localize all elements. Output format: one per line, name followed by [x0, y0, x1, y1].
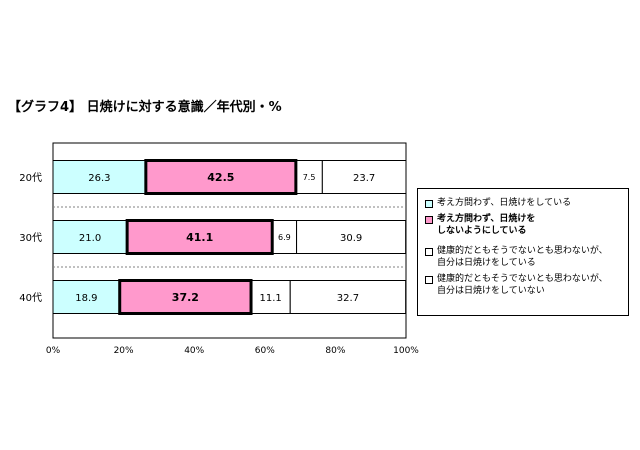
- legend-swatch-series-2: [425, 216, 433, 224]
- bar-segment-highlight: [118, 279, 253, 315]
- x-tick-label: 100%: [393, 346, 419, 356]
- bar-segment: [250, 280, 291, 314]
- data-label: 23.7: [353, 173, 375, 184]
- legend-swatch-series-1: [425, 200, 433, 208]
- legend-item-series-1: 考え方問わず、日焼けをしている: [425, 197, 622, 209]
- data-label: 26.3: [88, 173, 110, 184]
- chart-title: 【グラフ4】 日焼けに対する意識／年代別・%: [8, 100, 282, 115]
- bar-segment: [52, 220, 128, 254]
- x-tick-label: 60%: [255, 346, 275, 356]
- legend-item-series-4: 健康的だともそうでないとも思わないが、 自分は日焼けをしていない: [425, 273, 622, 297]
- data-label: 18.9: [75, 293, 97, 304]
- legend-item-series-3: 健康的だともそうでないとも思わないが、 自分は日焼けをしている: [425, 245, 622, 269]
- legend-label-series-3: 健康的だともそうでないとも思わないが、 自分は日焼けをしている: [437, 246, 608, 268]
- data-label: 6.9: [278, 233, 291, 242]
- legend-swatch-series-4: [425, 276, 433, 284]
- legend-item-series-2: 考え方問わず、日焼けを しないようにしている: [425, 213, 622, 237]
- category-label: 30代: [19, 232, 42, 244]
- bar-segment: [289, 280, 407, 314]
- legend-label-series-4: 健康的だともそうでないとも思わないが、 自分は日焼けをしていない: [437, 274, 608, 296]
- data-label: 41.1: [186, 231, 213, 244]
- x-tick-label: 20%: [114, 346, 134, 356]
- data-label: 11.1: [259, 293, 281, 304]
- x-tick-label: 0%: [46, 346, 61, 356]
- bar-segment-highlight: [125, 219, 274, 255]
- bar-segment: [321, 160, 407, 194]
- bar-segment: [52, 160, 147, 194]
- data-label: 30.9: [340, 233, 362, 244]
- bar-segment: [296, 220, 407, 254]
- legend: 考え方問わず、日焼けをしている 考え方問わず、日焼けを しないようにしている 健…: [417, 188, 629, 316]
- data-label: 32.7: [337, 293, 359, 304]
- x-tick-label: 40%: [184, 346, 204, 356]
- bar-segment: [145, 160, 297, 194]
- bar-segment: [295, 160, 323, 194]
- data-label: 7.5: [303, 173, 316, 182]
- category-label: 20代: [19, 172, 42, 184]
- legend-swatch-series-3: [425, 248, 433, 256]
- x-tick-label: 80%: [325, 346, 345, 356]
- category-label: 40代: [19, 292, 42, 304]
- bar-segment: [119, 280, 252, 314]
- bar-segment: [52, 280, 121, 314]
- legend-label-series-2: 考え方問わず、日焼けを しないようにしている: [437, 214, 536, 236]
- data-label: 42.5: [207, 171, 234, 184]
- data-label: 21.0: [79, 233, 101, 244]
- legend-label-series-1: 考え方問わず、日焼けをしている: [437, 198, 572, 208]
- data-label: 37.2: [172, 291, 199, 304]
- bar-segment-highlight: [144, 159, 298, 195]
